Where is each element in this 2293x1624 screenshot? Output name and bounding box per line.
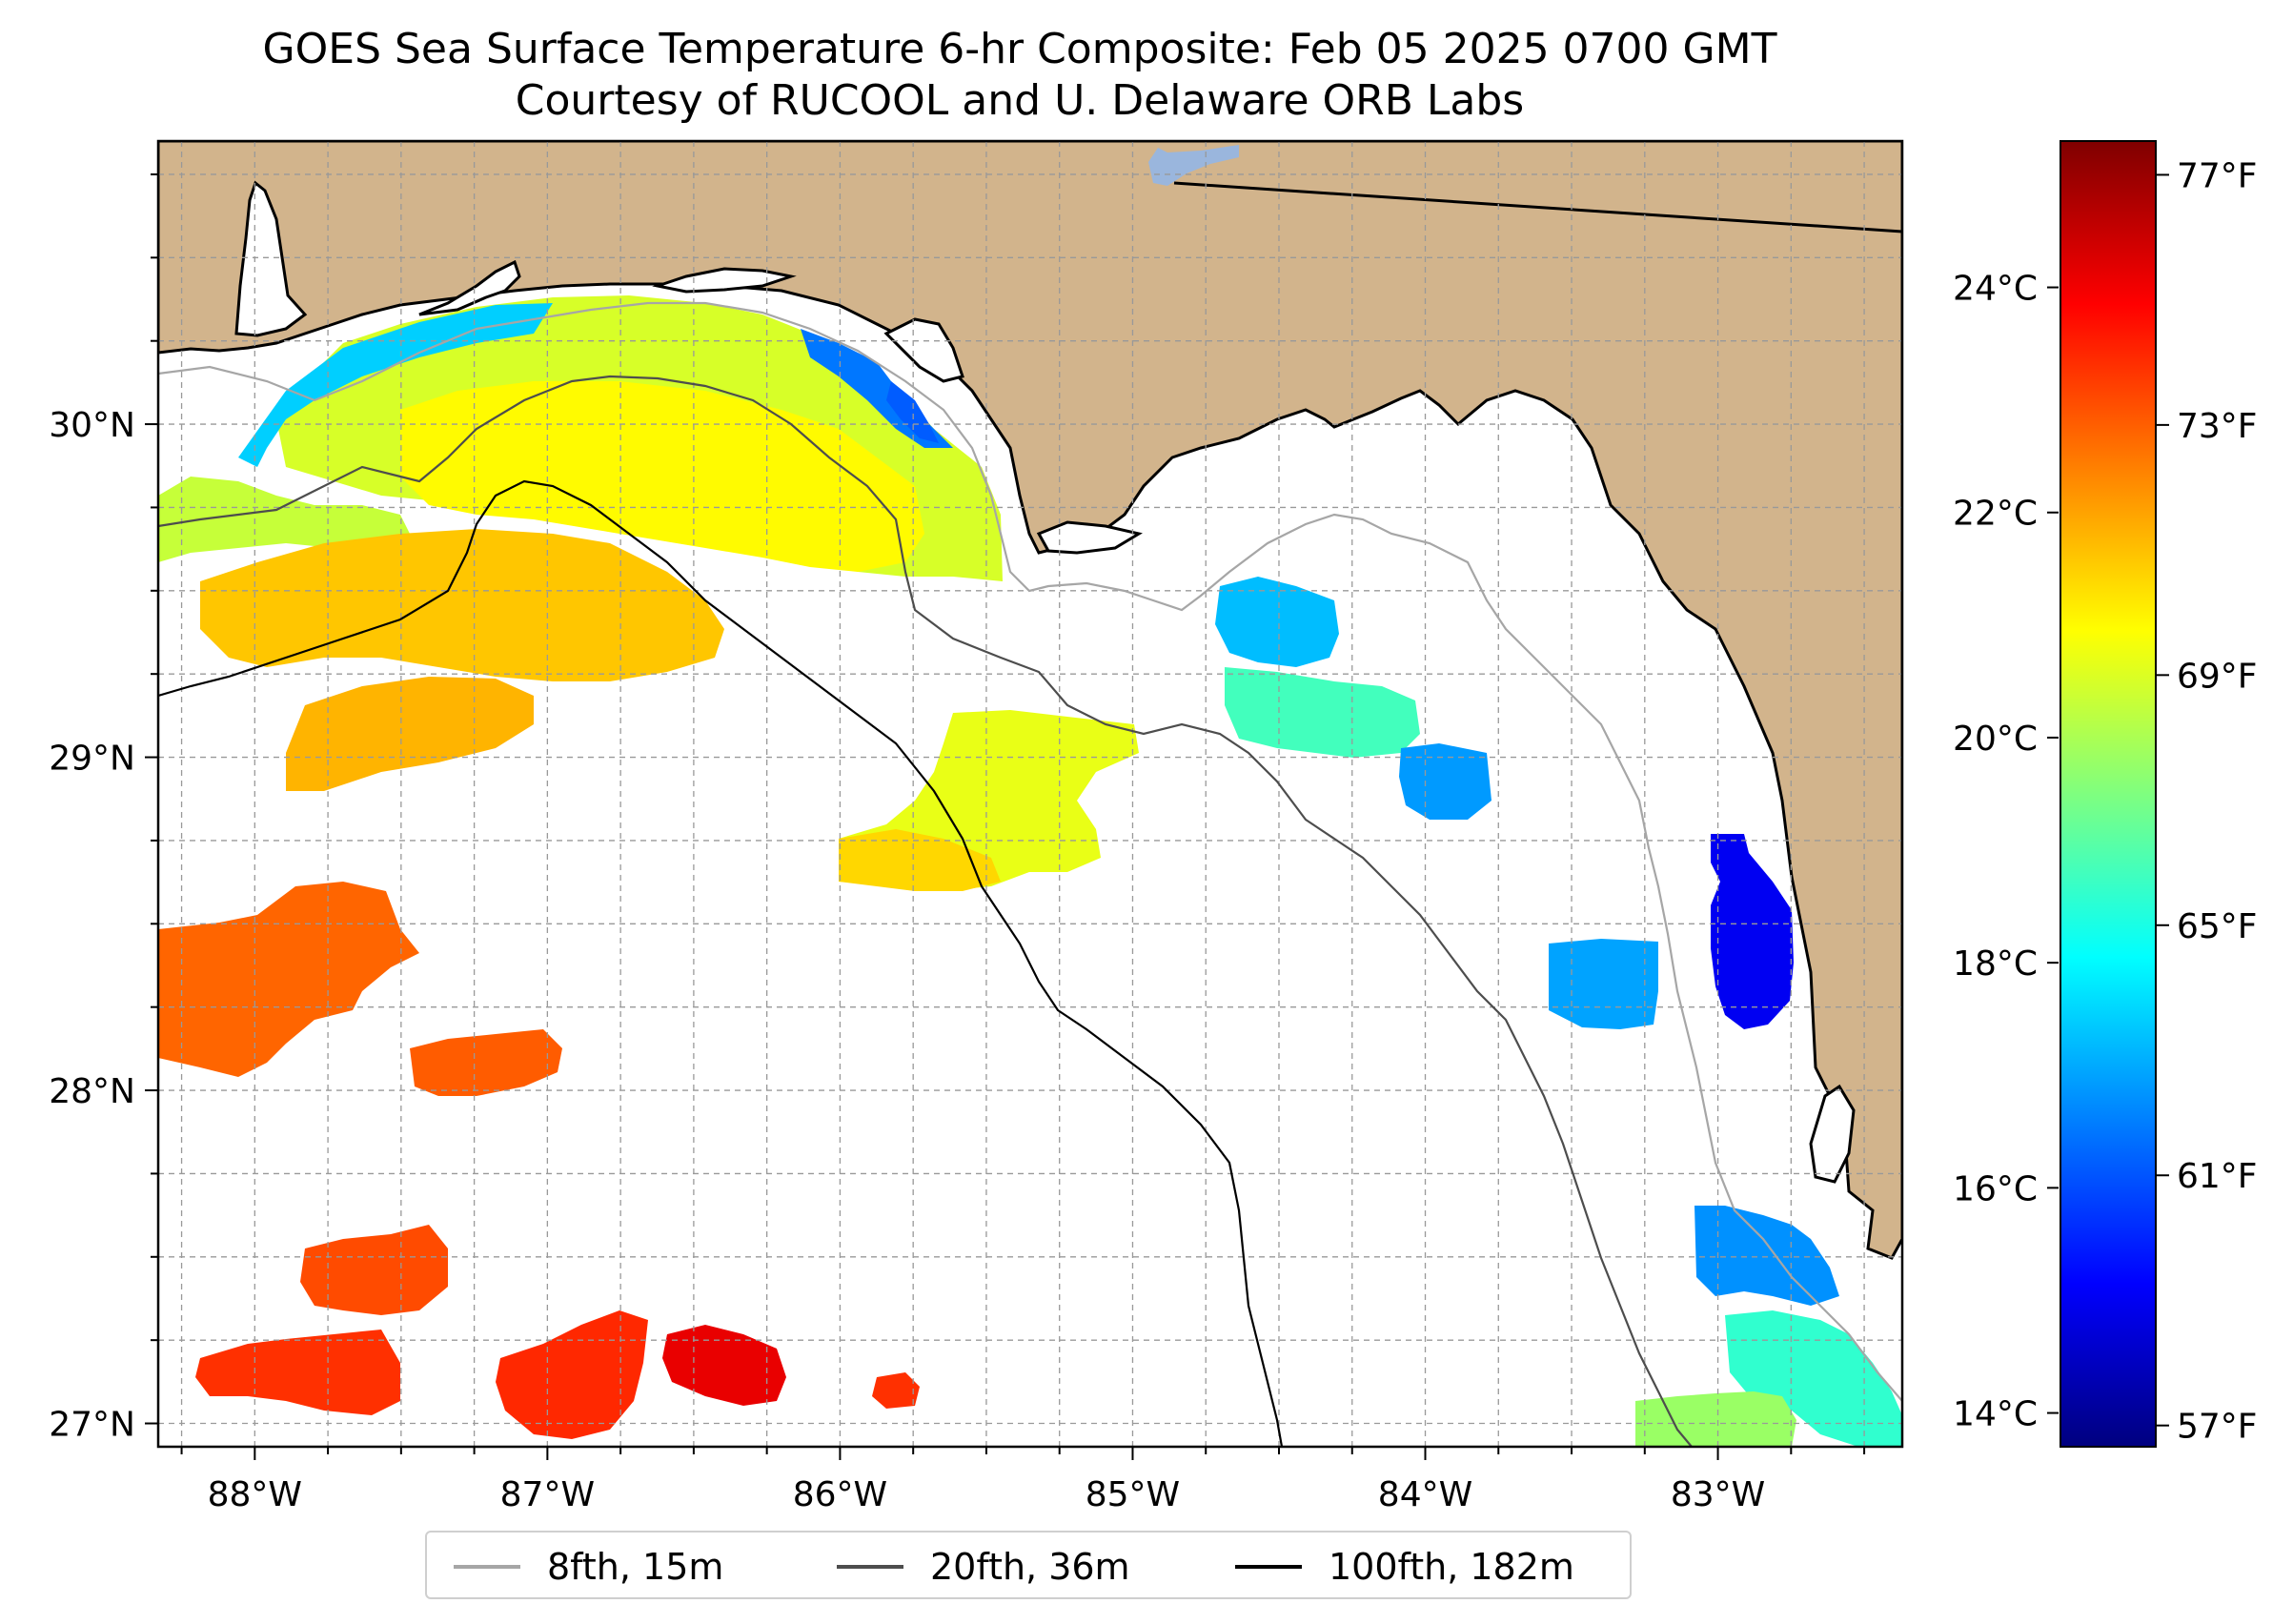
- contour-legend: 8fth, 15m 20fth, 36m 100fth, 182m: [425, 1531, 1632, 1599]
- lon-label: 87°W: [500, 1475, 595, 1514]
- legend-swatch-100fth: [1235, 1565, 1302, 1569]
- sst-patch: [1711, 834, 1794, 1029]
- sst-patch: [238, 303, 553, 467]
- fahrenheit-label: 73°F: [2177, 407, 2258, 446]
- sst-patch: [300, 1225, 448, 1315]
- sst-patch: [886, 381, 939, 443]
- sst-patch: [410, 1029, 562, 1096]
- celsius-label: 22°C: [1953, 495, 2038, 534]
- land-mass: [158, 141, 1902, 1260]
- legend-item-20fth: 20fth, 36m: [837, 1533, 1130, 1601]
- legend-label: 20fth, 36m: [930, 1546, 1130, 1588]
- lat-label: 30°N: [49, 406, 135, 445]
- sst-patch: [662, 1325, 786, 1406]
- sst-patch: [1549, 939, 1658, 1029]
- legend-label: 8fth, 15m: [547, 1546, 724, 1588]
- map-subtitle: Courtesy of RUCOOL and U. Delaware ORB L…: [515, 76, 1525, 125]
- lat-label: 29°N: [49, 740, 135, 779]
- sst-patch: [400, 381, 924, 572]
- sst-patch: [1215, 577, 1339, 667]
- fahrenheit-label: 61°F: [2177, 1157, 2258, 1196]
- colorbar-celsius-axis: 24°C 22°C 20°C 18°C 16°C 14°C: [1953, 270, 2059, 1434]
- sst-patch: [1399, 743, 1491, 820]
- axis-labels: 88°W 87°W 86°W 85°W 84°W 83°W 30°N 29°N 28°N 27°N: [49, 406, 1765, 1514]
- sst-patch: [839, 829, 1001, 891]
- contour-20fth: [158, 375, 1693, 1447]
- map-title: GOES Sea Surface Temperature 6-hr Compos…: [262, 25, 1777, 73]
- apalachicola-bay: [1036, 520, 1143, 555]
- contour-8fth: [158, 301, 1902, 1402]
- sst-patch: [1635, 1391, 1796, 1447]
- lon-label: 84°W: [1378, 1475, 1472, 1514]
- sst-patch: [1725, 1310, 1902, 1447]
- fahrenheit-label: 65°F: [2177, 907, 2258, 946]
- legend-item-8fth: 8fth, 15m: [454, 1533, 723, 1601]
- state-border: [1173, 181, 1902, 233]
- sst-patch: [286, 677, 534, 791]
- lon-label: 85°W: [1086, 1475, 1180, 1514]
- st-andrews-bay: [883, 317, 964, 383]
- legend-swatch-20fth: [837, 1565, 903, 1569]
- celsius-label: 16°C: [1953, 1169, 2038, 1208]
- choctawhatchee-bay: [652, 267, 797, 294]
- map-frame: [156, 139, 1904, 1449]
- pensacola-bay: [418, 259, 521, 316]
- sst-patch: [872, 1372, 920, 1409]
- colorbar-fahrenheit-axis: 77°F 73°F 69°F 65°F 61°F 57°F: [2156, 156, 2258, 1447]
- tampa-bay: [1809, 1084, 1856, 1184]
- sst-patch: [1225, 667, 1420, 758]
- fahrenheit-label: 57°F: [2177, 1408, 2258, 1447]
- sst-patch: [496, 1310, 648, 1439]
- celsius-label: 24°C: [1953, 270, 2038, 309]
- celsius-label: 14°C: [1953, 1395, 2038, 1434]
- sst-patch: [195, 1330, 400, 1415]
- lat-label: 28°N: [49, 1072, 135, 1111]
- colorbar: [2060, 140, 2157, 1448]
- sst-patch: [1694, 1206, 1839, 1306]
- sst-patch: [158, 882, 419, 1077]
- lon-label: 83°W: [1671, 1475, 1765, 1514]
- contour-100fth: [158, 479, 1284, 1447]
- lat-label: 27°N: [49, 1406, 135, 1445]
- lon-label: 88°W: [208, 1475, 302, 1514]
- lon-label: 86°W: [793, 1475, 887, 1514]
- axis-ticks: [145, 173, 1866, 1460]
- celsius-label: 18°C: [1953, 944, 2038, 984]
- lake: [1148, 145, 1239, 186]
- mobile-bay: [234, 180, 308, 337]
- fahrenheit-label: 77°F: [2177, 156, 2258, 195]
- celsius-label: 20°C: [1953, 720, 2038, 759]
- legend-item-100fth: 100fth, 182m: [1235, 1533, 1574, 1601]
- legend-swatch-8fth: [454, 1565, 520, 1569]
- fahrenheit-label: 69°F: [2177, 657, 2258, 696]
- legend-label: 100fth, 182m: [1329, 1546, 1574, 1588]
